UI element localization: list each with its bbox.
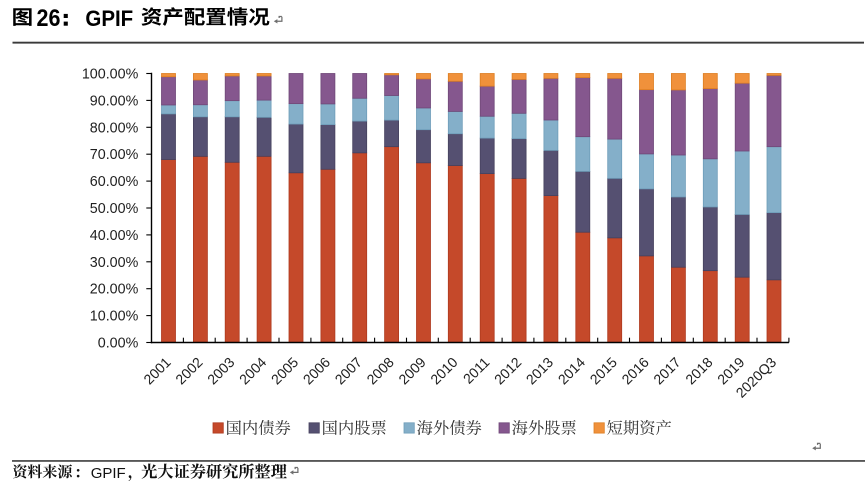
svg-text:40.00%: 40.00% [90,228,139,244]
svg-text:70.00%: 70.00% [90,147,139,163]
svg-text:20.00%: 20.00% [90,282,139,298]
svg-text:60.00%: 60.00% [90,174,139,190]
svg-text:GPIF: GPIF [91,465,126,482]
svg-text:50.00%: 50.00% [90,201,139,217]
svg-text:90.00%: 90.00% [90,93,139,109]
svg-text:30.00%: 30.00% [90,255,139,271]
svg-text:80.00%: 80.00% [90,120,139,136]
svg-text:100.00%: 100.00% [82,67,139,83]
svg-text:26: 26 [37,5,61,31]
svg-text:0.00%: 0.00% [98,336,139,352]
svg-text:GPIF: GPIF [85,6,133,31]
svg-text:10.00%: 10.00% [90,309,139,325]
